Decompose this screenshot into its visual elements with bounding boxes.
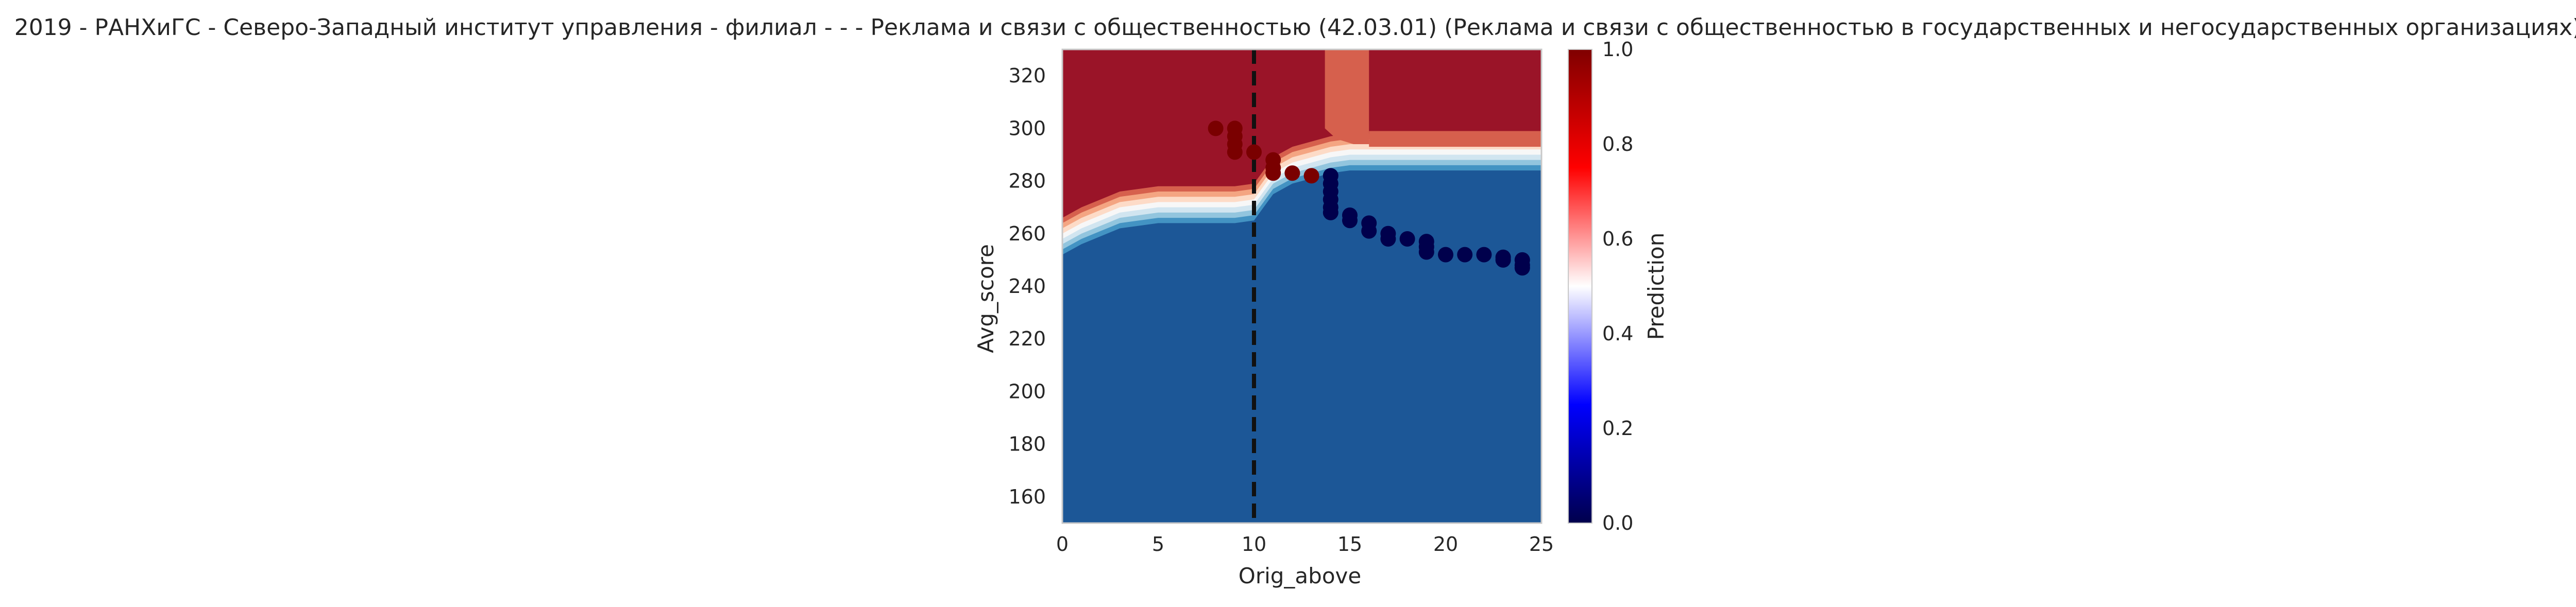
colorbar-tick-label: 0.2 (1602, 417, 1633, 440)
colorbar-tick-label: 0.6 (1602, 228, 1633, 250)
data-point (1457, 247, 1473, 263)
y-tick-label: 320 (1008, 64, 1046, 87)
y-tick-label: 240 (1008, 275, 1046, 298)
colorbar: 0.0 0.2 0.4 0.6 0.8 1.0 (1568, 38, 1633, 534)
y-tick-label: 200 (1008, 380, 1046, 403)
y-tick-label: 260 (1008, 222, 1046, 245)
y-tick-label: 180 (1008, 433, 1046, 456)
data-point (1265, 165, 1281, 181)
x-tick-label: 5 (1152, 533, 1164, 556)
x-axis-label: Orig_above (1239, 563, 1361, 588)
x-tick-label: 10 (1242, 533, 1266, 556)
y-tick-label: 280 (1008, 170, 1046, 193)
contour-band (1062, 49, 1541, 218)
data-point (1246, 144, 1262, 160)
data-point (1495, 252, 1511, 268)
data-point (1227, 144, 1243, 160)
data-point (1438, 247, 1453, 263)
contour-band (1325, 49, 1369, 144)
data-point (1399, 231, 1415, 247)
data-point (1476, 247, 1492, 263)
colorbar-tick-label: 0.4 (1602, 322, 1633, 345)
colorbar-tick-label: 1.0 (1602, 38, 1633, 61)
data-point (1361, 223, 1377, 239)
plot-area (1061, 48, 1543, 524)
x-tick-label: 15 (1337, 533, 1362, 556)
contour-band (1369, 131, 1541, 147)
data-point (1208, 120, 1224, 136)
colorbar-tick-label: 0.8 (1602, 133, 1633, 155)
contour-fill (1062, 49, 1541, 523)
data-point (1342, 213, 1358, 229)
data-point (1380, 231, 1396, 247)
colorbar-tick-label: 0.0 (1602, 512, 1633, 534)
data-point (1284, 165, 1300, 181)
chart-title: 2019 - РАНХиГС - Северо-Западный институ… (14, 14, 2576, 41)
data-point (1514, 260, 1530, 276)
y-tick-label: 160 (1008, 485, 1046, 508)
x-axis: 0 5 10 15 20 25 (1056, 533, 1554, 556)
x-tick-label: 0 (1056, 533, 1069, 556)
y-tick-label: 300 (1008, 117, 1046, 140)
plot-frame (1061, 48, 1543, 524)
data-point (1323, 204, 1338, 220)
x-tick-label: 20 (1433, 533, 1458, 556)
y-axis-label: Avg_score (973, 244, 998, 353)
y-axis: 160 180 200 220 240 260 280 300 320 (1008, 64, 1046, 508)
colorbar-gradient (1568, 49, 1592, 524)
x-tick-label: 25 (1529, 533, 1554, 556)
y-tick-label: 220 (1008, 327, 1046, 350)
data-point (1303, 168, 1319, 184)
colorbar-label: Prediction (1643, 233, 1669, 340)
data-point (1418, 244, 1434, 260)
